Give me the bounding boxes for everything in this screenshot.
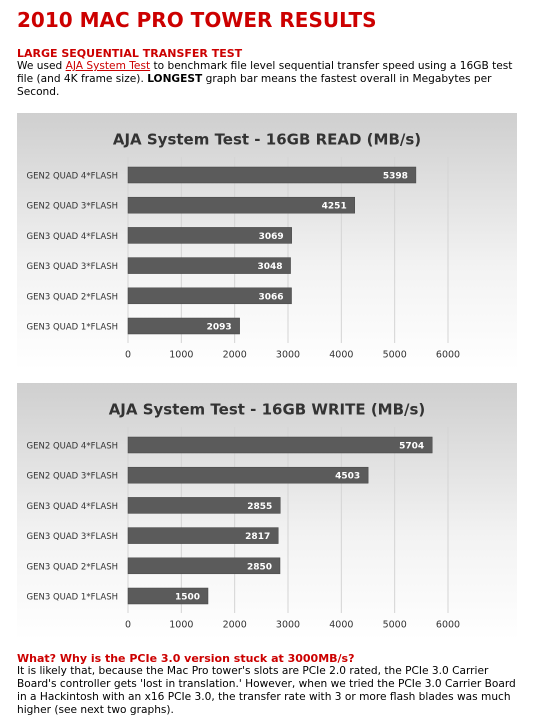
text: to benchmark file level sequential trans… [17,60,513,85]
x-tick-label: 5000 [383,350,407,361]
x-tick-label: 4000 [329,350,353,361]
section-title: LARGE SEQUENTIAL TRANSFER TEST [17,47,243,60]
bar [127,497,281,514]
bar [127,257,291,274]
y-tick-label: GEN3 QUAD 3*FLASH [27,262,118,272]
bold-text: LONGEST [147,73,203,85]
x-tick-label: 2000 [223,620,247,631]
x-tick-label: 0 [125,620,131,631]
y-tick-label: GEN3 QUAD 1*FLASH [27,323,118,333]
y-tick-label: GEN2 QUAD 4*FLASH [27,442,118,452]
value-label: 4503 [335,472,360,482]
value-label: 3069 [259,232,284,242]
bar [127,587,209,605]
y-tick-label: GEN3 QUAD 2*FLASH [27,562,118,572]
y-tick-label: GEN2 QUAD 3*FLASH [27,472,118,482]
x-tick-label: 3000 [276,350,300,361]
value-label: 2093 [207,323,232,333]
value-label: 5398 [383,172,408,182]
bar [127,436,433,454]
bar [127,227,292,244]
bar [127,317,240,335]
bar [127,196,355,214]
chart: AJA System Test - 16GB READ (MB/s) 0 1000 2… [17,113,517,370]
y-tick-label: GEN2 QUAD 4*FLASH [27,172,118,182]
link[interactable]: AJA System Test [65,60,151,72]
footer-paragraph: It is likely that, because the Mac Pro t… [17,665,516,716]
chart-title: AJA System Test - 16GB READ (MB/s) [113,131,421,149]
bar [127,166,417,184]
value-label: 1500 [175,593,200,603]
x-tick-label: 6000 [436,620,460,631]
y-tick-label: GEN3 QUAD 1*FLASH [27,593,118,603]
bar [127,287,292,305]
x-tick-label: 4000 [329,620,353,631]
y-tick-label: GEN3 QUAD 4*FLASH [27,502,118,512]
text: We used [17,60,63,72]
intro-paragraph: We used AJA System Test to benchmark fil… [17,60,522,99]
value-label: 2855 [247,502,272,512]
x-tick-label: 5000 [383,620,407,631]
x-tick-label: 2000 [223,350,247,361]
y-tick-label: GEN3 QUAD 3*FLASH [27,532,118,542]
x-tick-label: 1000 [169,350,193,361]
chart-title: AJA System Test - 16GB WRITE (MB/s) [109,401,426,419]
x-tick-label: 1000 [169,620,193,631]
value-label: 3048 [257,262,282,272]
y-tick-label: GEN2 QUAD 3*FLASH [27,202,118,212]
text: graph bar means the fastest overall in M… [17,73,492,98]
y-tick-label: GEN3 QUAD 2*FLASH [27,292,118,302]
chart: AJA System Test - 16GB WRITE (MB/s) 0 1000… [17,383,517,640]
footer-heading: What? Why is the PCIe 3.0 version stuck … [17,652,355,665]
value-label: 3066 [258,292,283,302]
bar [127,466,369,484]
x-tick-label: 0 [125,350,131,361]
value-label: 4251 [322,202,347,212]
value-label: 2850 [247,562,272,572]
y-tick-label: GEN3 QUAD 4*FLASH [27,232,118,242]
value-label: 5704 [399,442,424,452]
bar [127,527,279,544]
x-tick-label: 3000 [276,620,300,631]
page-title: 2010 MAC PRO TOWER RESULTS [17,8,377,32]
value-label: 2817 [245,532,270,542]
bar [127,557,281,575]
x-tick-label: 6000 [436,350,460,361]
